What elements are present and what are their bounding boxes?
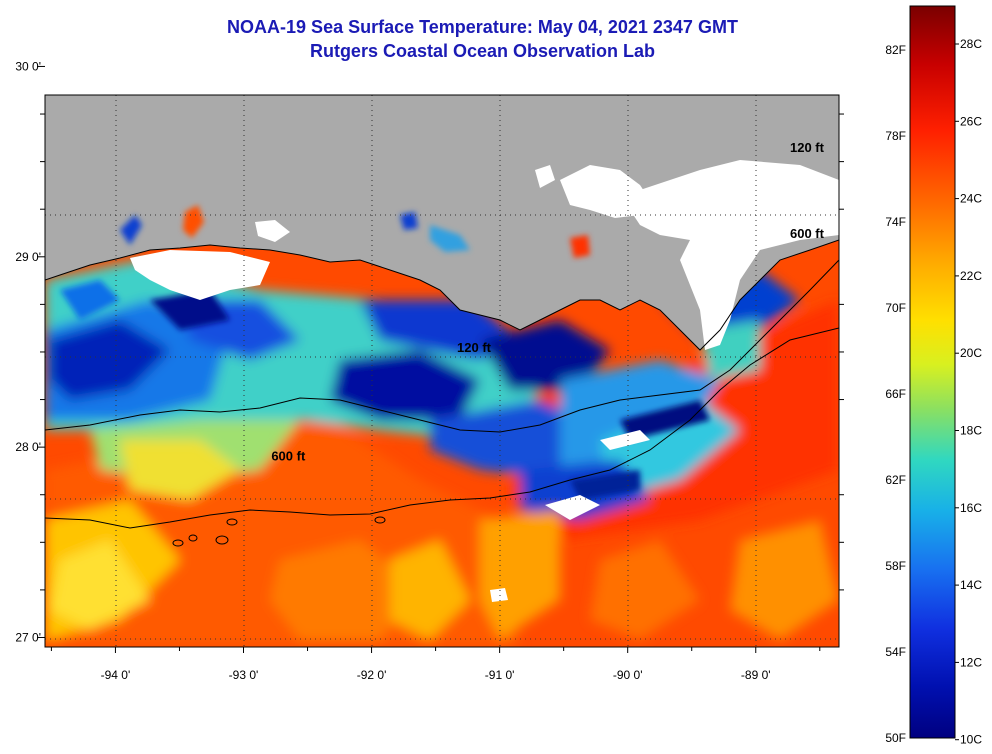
sst-field: 120 ft 600 ft 600 ft 120 ft — [45, 95, 839, 647]
colorbar-fahrenheit-labels: 82F 78F 74F 70F 66F 62F 58F 54F 50F — [885, 43, 906, 745]
colorbar-f-label: 78F — [885, 129, 906, 143]
colorbar-f-label: 82F — [885, 43, 906, 57]
lon-tick-label: -93 0' — [229, 668, 259, 682]
lat-tick-label: 28 0' — [15, 440, 41, 454]
coastline — [45, 239, 839, 351]
longitude-axis: -94 0' -93 0' -92 0' -91 0' -90 0' -89 0' — [50, 647, 821, 682]
contour-label: 120 ft — [790, 140, 825, 155]
colorbar-c-label: 16C — [960, 501, 982, 515]
contour-600ft — [45, 327, 839, 529]
colorbar-c-label: 24C — [960, 192, 982, 206]
colorbar-c-label: 10C — [960, 733, 982, 747]
lat-tick-label: 30 0' — [15, 59, 41, 73]
colorbar-c-label: 18C — [960, 424, 982, 438]
land-mass — [45, 95, 839, 350]
contour-label: 120 ft — [457, 340, 492, 355]
lon-tick-label: -91 0' — [485, 668, 515, 682]
colorbar-c-label: 28C — [960, 37, 982, 51]
map-subtitle: Rutgers Coastal Ocean Observation Lab — [309, 41, 656, 61]
cloud-masks — [130, 160, 839, 602]
colorbar-f-label: 58F — [885, 559, 906, 573]
colorbar-f-label: 54F — [885, 645, 906, 659]
colorbar — [909, 5, 956, 739]
map-title: NOAA-19 Sea Surface Temperature: May 04,… — [227, 17, 738, 37]
lon-tick-label: -94 0' — [101, 668, 131, 682]
colorbar-f-label: 50F — [885, 731, 906, 745]
lon-tick-label: -89 0' — [741, 668, 771, 682]
lat-tick-label: 29 0' — [15, 250, 41, 264]
colorbar-c-label: 20C — [960, 346, 982, 360]
latitude-axis: 27 0' 28 0' 29 0' 30 0' — [15, 59, 844, 644]
colorbar-c-label: 22C — [960, 269, 982, 283]
colorbar-celsius-labels: 28C 26C 24C 22C 20C 18C 16C 14C 12C 10C — [955, 37, 982, 747]
contour-120ft — [45, 259, 839, 433]
graticule — [45, 95, 839, 647]
colorbar-c-label: 26C — [960, 114, 982, 128]
lon-tick-label: -92 0' — [357, 668, 387, 682]
colorbar-f-label: 74F — [885, 215, 906, 229]
colorbar-c-label: 12C — [960, 655, 982, 669]
map-frame — [44, 94, 840, 648]
contour-label: 600 ft — [271, 448, 306, 463]
lat-tick-label: 27 0' — [15, 630, 41, 644]
lon-tick-label: -90 0' — [613, 668, 643, 682]
colorbar-f-label: 62F — [885, 473, 906, 487]
colorbar-c-label: 14C — [960, 578, 982, 592]
contour-label: 600 ft — [790, 226, 825, 241]
colorbar-f-label: 66F — [885, 387, 906, 401]
colorbar-f-label: 70F — [885, 301, 906, 315]
